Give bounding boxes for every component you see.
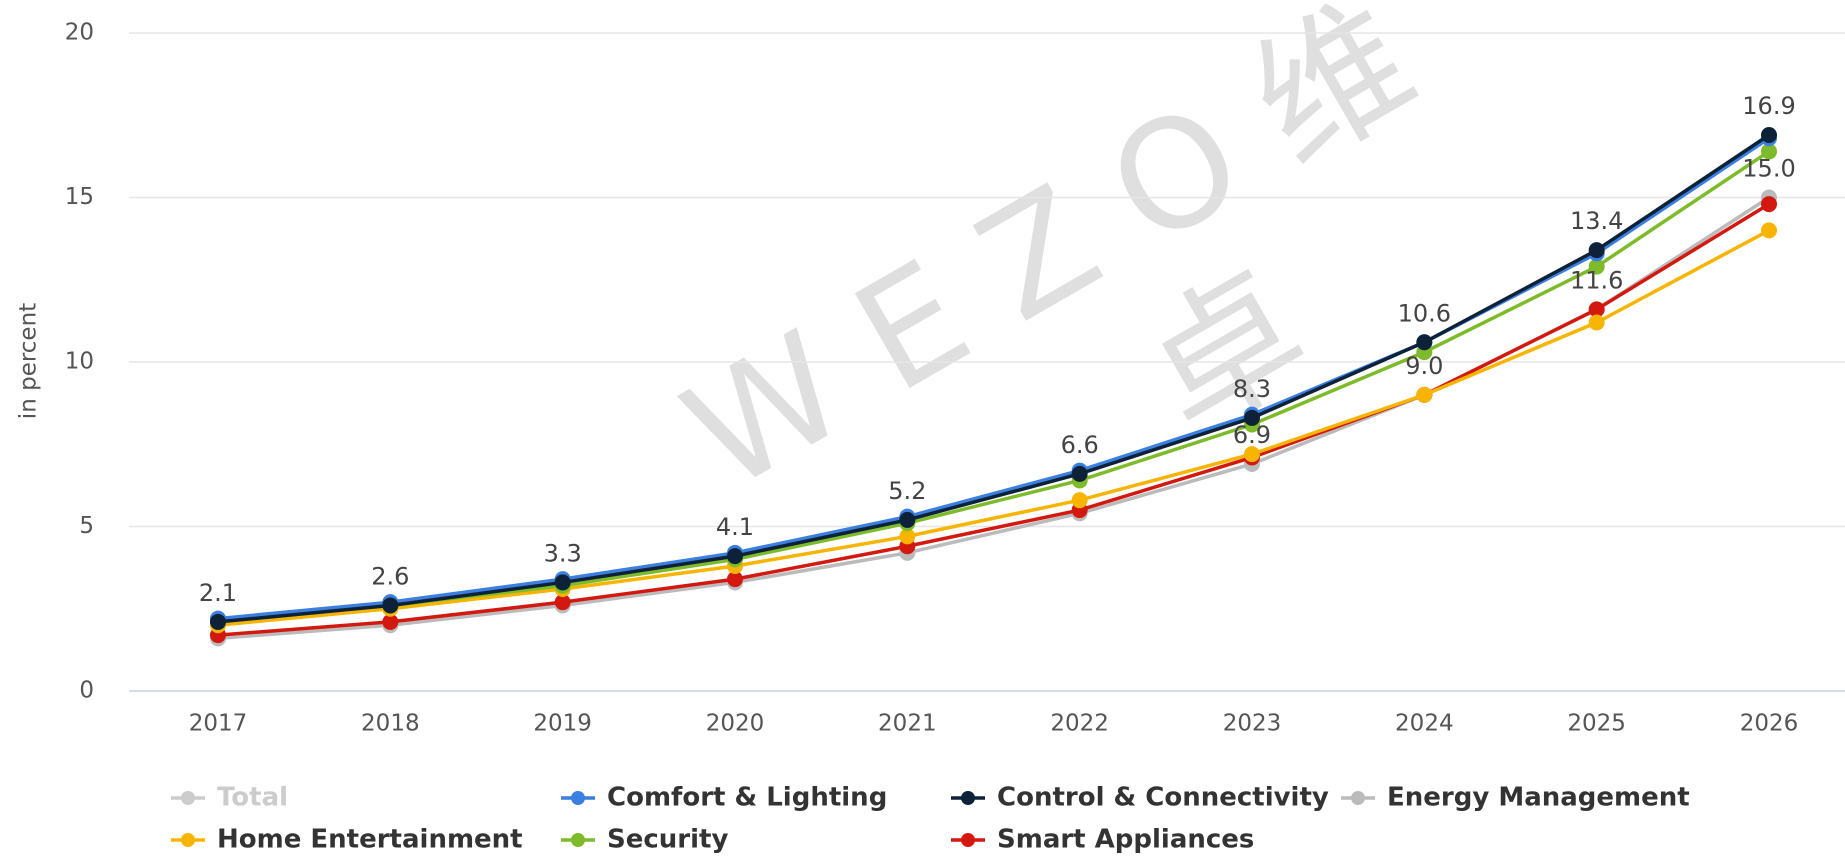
y-tick-label: 5: [79, 513, 94, 539]
series-line: [217, 228, 1770, 627]
data-point: [382, 613, 399, 630]
data-label: 4.1: [716, 513, 754, 541]
data-point: [1244, 446, 1260, 463]
legend-item[interactable]: Comfort & Lighting: [561, 783, 887, 813]
data-label: 15.0: [1742, 155, 1795, 183]
data-label: 13.4: [1570, 207, 1623, 235]
legend-label: Energy Management: [1387, 783, 1690, 813]
data-point: [1071, 492, 1088, 509]
data-point: [1761, 222, 1777, 239]
data-point: [727, 548, 743, 565]
legend-symbol: [571, 791, 585, 805]
legend-item[interactable]: Home Entertainment: [171, 825, 523, 855]
x-tick-label: 2021: [878, 711, 937, 737]
data-point: [1416, 334, 1433, 351]
data-label: 11.6: [1570, 266, 1623, 294]
x-tick-label: 2024: [1395, 711, 1454, 737]
legend-label: Total: [217, 783, 288, 813]
y-tick-label: 0: [79, 678, 94, 704]
data-point: [727, 571, 743, 588]
x-tick-label: 2022: [1050, 711, 1109, 737]
data-point: [382, 597, 399, 614]
data-point: [1588, 258, 1605, 275]
x-tick-label: 2025: [1567, 711, 1626, 737]
x-tick-label: 2020: [706, 711, 765, 737]
legend-symbol: [961, 791, 975, 805]
series: [210, 126, 1777, 630]
data-point: [899, 511, 916, 528]
y-axis-title: in percent: [16, 303, 42, 419]
data-label: 9.0: [1405, 352, 1443, 380]
series-line: [217, 133, 1770, 624]
data-point: [210, 613, 226, 630]
legend-label: Control & Connectivity: [997, 783, 1329, 813]
watermark: W E Z O 维 卓: [658, 0, 1442, 525]
legend-symbol: [1351, 791, 1365, 805]
data-point: [1761, 126, 1777, 143]
x-tick-label: 2019: [533, 711, 592, 737]
x-tick-label: 2023: [1223, 711, 1282, 737]
data-label: 6.9: [1233, 421, 1271, 449]
legend-item[interactable]: Total: [171, 783, 288, 813]
legend-item[interactable]: Energy Management: [1341, 783, 1690, 813]
data-point: [1588, 314, 1605, 331]
legend-label: Smart Appliances: [997, 825, 1254, 855]
y-tick-label: 20: [65, 20, 94, 46]
data-label: 10.6: [1398, 299, 1451, 327]
x-tick-label: 2017: [189, 711, 248, 737]
data-point: [1588, 301, 1605, 318]
watermark-text: W E Z O 维: [658, 0, 1442, 525]
legend-symbol: [961, 833, 975, 847]
data-point: [1071, 465, 1088, 482]
data-label: 3.3: [544, 539, 582, 567]
data-point: [1761, 143, 1777, 160]
legend-label: Security: [607, 825, 728, 855]
y-tick-label: 10: [65, 349, 94, 375]
data-point: [554, 574, 571, 591]
data-point: [1761, 196, 1777, 213]
legend-symbol: [181, 833, 195, 847]
data-label: 6.6: [1061, 431, 1099, 459]
legend-item[interactable]: Security: [561, 825, 728, 855]
x-tick-label: 2018: [361, 711, 420, 737]
data-point: [1416, 386, 1433, 403]
data-point: [554, 594, 571, 611]
data-point: [1588, 242, 1605, 259]
data-label: 8.3: [1233, 375, 1271, 403]
data-label: 2.6: [371, 562, 409, 590]
legend-label: Comfort & Lighting: [607, 783, 887, 813]
legend-symbol: [571, 833, 585, 847]
series-line: [217, 202, 1770, 637]
data-label: 2.1: [199, 579, 237, 607]
y-tick-label: 15: [65, 184, 94, 210]
legend-label: Home Entertainment: [217, 825, 523, 855]
legend-item[interactable]: Smart Appliances: [951, 825, 1254, 855]
legend-item[interactable]: Control & Connectivity: [951, 783, 1329, 813]
data-point: [899, 528, 916, 545]
legend-symbol: [181, 791, 195, 805]
x-tick-label: 2026: [1740, 711, 1799, 737]
data-label: 5.2: [888, 477, 926, 505]
data-point: [1244, 409, 1260, 426]
data-label: 16.9: [1742, 92, 1795, 120]
